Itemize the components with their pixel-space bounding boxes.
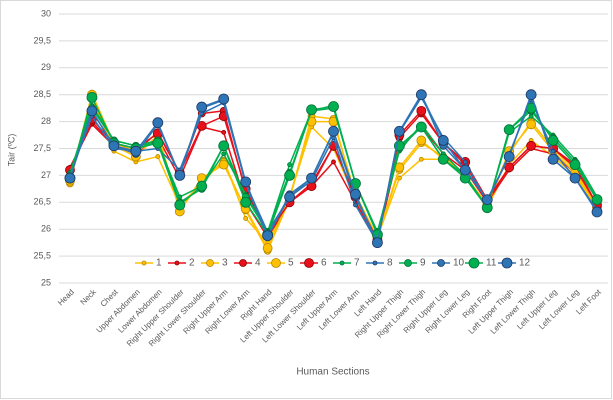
data-point [328, 125, 339, 137]
data-point [218, 140, 230, 152]
legend-label: 6 [321, 258, 327, 269]
data-point [174, 199, 186, 211]
data-point [372, 237, 383, 249]
data-point [437, 153, 449, 165]
legend-marker [404, 259, 412, 267]
legend-label: 11 [486, 258, 497, 269]
data-point [503, 124, 515, 136]
data-point [155, 154, 161, 159]
legend-marker [304, 258, 314, 268]
data-point [284, 191, 295, 203]
legend-label: 4 [255, 258, 261, 269]
legend-label: 12 [519, 258, 531, 269]
y-tick-label: 25 [41, 277, 51, 287]
legend-label: 10 [453, 258, 465, 269]
legend-marker [174, 260, 180, 266]
y-tick-label: 28,5 [33, 89, 51, 99]
data-point [284, 169, 295, 181]
y-tick-label: 30 [41, 8, 51, 18]
data-point [196, 180, 208, 192]
legend-marker [206, 259, 214, 267]
data-point [569, 159, 581, 171]
x-axis-title: Human Sections [296, 367, 369, 378]
data-point [591, 206, 603, 218]
data-point [550, 148, 556, 154]
data-point [64, 172, 76, 184]
y-tick-label: 28 [41, 116, 51, 126]
legend-label: 8 [387, 258, 393, 269]
data-point [503, 151, 515, 162]
data-point [462, 159, 468, 165]
data-point [526, 119, 537, 130]
data-point [416, 135, 427, 146]
legend-marker [239, 259, 247, 267]
data-point [240, 176, 252, 188]
data-point [287, 162, 292, 168]
data-point [306, 172, 317, 184]
y-tick-label: 25,5 [33, 250, 51, 260]
data-point [221, 129, 227, 135]
data-point [547, 135, 559, 146]
legend-label: 9 [420, 258, 426, 269]
data-point [547, 153, 559, 165]
legend-label: 3 [222, 258, 228, 269]
legend-marker [437, 259, 445, 267]
data-point [528, 113, 534, 119]
legend-marker [339, 260, 345, 266]
data-point [108, 140, 120, 152]
data-point [459, 164, 471, 176]
data-point [243, 216, 249, 221]
data-point [331, 159, 336, 165]
data-point [525, 89, 537, 101]
data-point [591, 194, 603, 206]
data-point [221, 151, 227, 157]
data-point [306, 104, 317, 116]
data-point [262, 243, 273, 253]
data-point [152, 137, 164, 149]
legend-label: 5 [288, 258, 294, 269]
data-point [240, 196, 252, 208]
data-point [437, 135, 449, 146]
y-tick-label: 26 [41, 224, 51, 234]
data-point [218, 93, 230, 105]
data-point [174, 169, 186, 181]
data-point [196, 101, 208, 113]
data-point [416, 105, 427, 116]
data-point [526, 140, 537, 151]
legend-label: 1 [156, 258, 162, 269]
data-point [418, 156, 424, 162]
legend-marker [372, 260, 378, 266]
data-point [130, 145, 142, 157]
legend-marker [141, 260, 147, 266]
data-point [350, 188, 361, 200]
data-point [415, 89, 427, 101]
data-point [393, 125, 405, 137]
data-point [415, 121, 427, 133]
data-point [86, 91, 98, 103]
legend-label: 7 [354, 258, 360, 269]
y-tick-label: 26,5 [33, 197, 51, 207]
legend-marker [501, 257, 513, 269]
y-tick-label: 27 [41, 170, 51, 180]
y-tick-label: 27,5 [33, 143, 51, 153]
data-point [152, 117, 164, 129]
y-tick-label: 29,5 [33, 35, 51, 45]
data-point [353, 202, 358, 208]
y-axis-title: Tair (ºC) [6, 134, 16, 167]
legend: 1 2 3 4 5 6 7 8 9 10 11 12 [135, 257, 531, 269]
data-point [504, 162, 515, 173]
legend-marker [468, 257, 480, 269]
data-point [481, 194, 493, 206]
legend-marker [271, 258, 281, 268]
y-tick-label: 29 [41, 62, 51, 72]
data-point [86, 105, 98, 117]
legend-label: 2 [189, 258, 195, 269]
data-point [218, 159, 229, 170]
data-point [328, 101, 339, 112]
data-point [262, 230, 274, 242]
data-point [569, 172, 581, 184]
